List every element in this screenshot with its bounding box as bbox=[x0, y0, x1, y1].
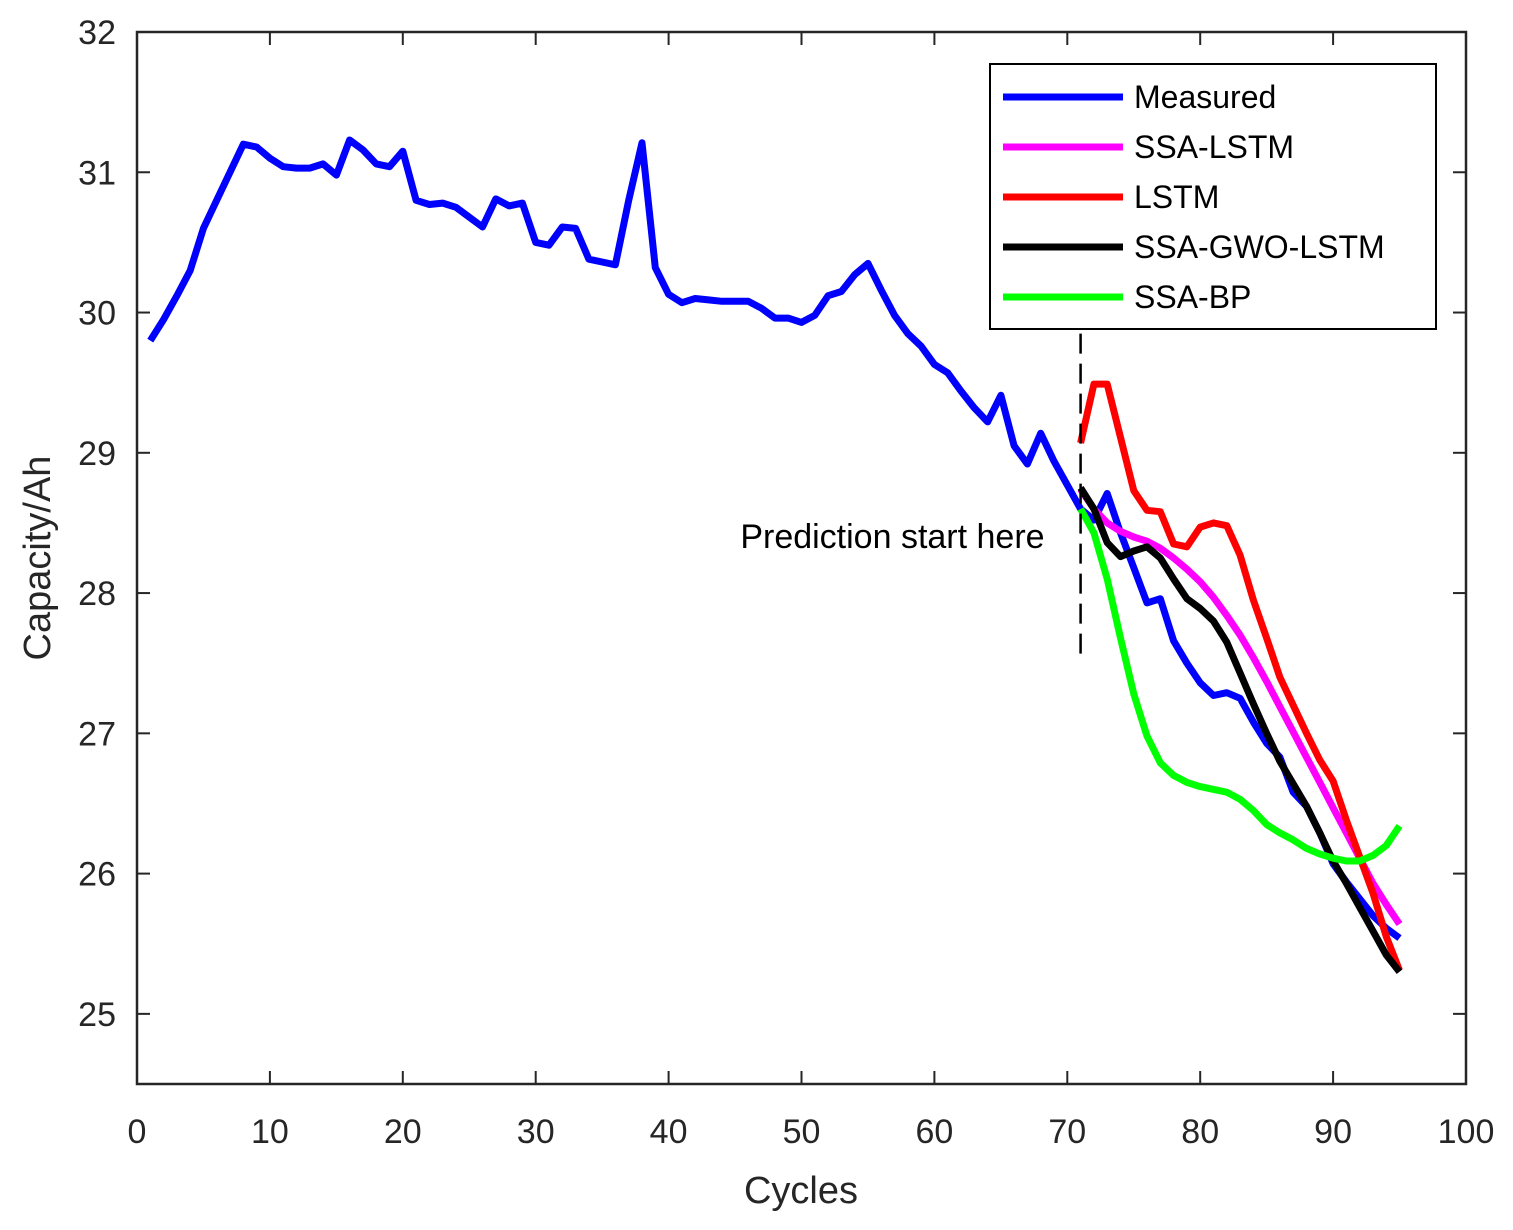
y-axis-title: Capacity/Ah bbox=[17, 456, 59, 661]
series-line-ssa-bp bbox=[1077, 507, 1403, 865]
x-axis-title: Cycles bbox=[744, 1170, 858, 1212]
x-tick-label: 30 bbox=[517, 1113, 555, 1151]
x-tick-label: 60 bbox=[915, 1113, 953, 1151]
legend-label: SSA-LSTM bbox=[1134, 129, 1294, 165]
prediction-start-label: Prediction start here bbox=[740, 518, 1044, 556]
series-line-lstm bbox=[1077, 380, 1403, 972]
tick-layer: 0 10 20 30 40 50 60 70 80 90 100 25 26 27 28 29 30 31 32 bbox=[78, 14, 1494, 1151]
x-tick-label: 90 bbox=[1314, 1113, 1352, 1151]
x-tick-label: 10 bbox=[251, 1113, 289, 1151]
y-tick-label: 31 bbox=[78, 154, 116, 192]
legend-label: SSA-GWO-LSTM bbox=[1134, 229, 1385, 265]
annotation-layer: Prediction start here bbox=[740, 333, 1082, 664]
y-tick-label: 30 bbox=[78, 295, 116, 333]
x-tick-label: 20 bbox=[384, 1113, 422, 1151]
series-line-ssa-gwo-lstm bbox=[1077, 486, 1403, 974]
y-tick-label: 32 bbox=[78, 14, 116, 52]
series-line-measured bbox=[147, 136, 1402, 941]
y-tick-label: 27 bbox=[78, 715, 116, 753]
series-layer bbox=[147, 136, 1403, 974]
series-line-ssa-lstm bbox=[1077, 487, 1403, 927]
x-tick-label: 80 bbox=[1181, 1113, 1219, 1151]
legend-label: Measured bbox=[1134, 79, 1276, 115]
legend: Measured SSA-LSTM LSTM SSA-GWO-LSTM SSA-BP bbox=[989, 63, 1437, 330]
y-tick-label: 28 bbox=[78, 575, 116, 613]
x-tick-label: 40 bbox=[650, 1113, 688, 1151]
x-tick-label: 0 bbox=[128, 1113, 147, 1151]
legend-label: LSTM bbox=[1134, 179, 1219, 215]
y-tick-label: 26 bbox=[78, 856, 116, 894]
x-tick-label: 100 bbox=[1438, 1113, 1495, 1151]
legend-label: SSA-BP bbox=[1134, 279, 1251, 315]
y-tick-label: 29 bbox=[78, 435, 116, 473]
x-tick-label: 70 bbox=[1048, 1113, 1086, 1151]
y-tick-label: 25 bbox=[78, 996, 116, 1034]
x-tick-label: 50 bbox=[783, 1113, 821, 1151]
